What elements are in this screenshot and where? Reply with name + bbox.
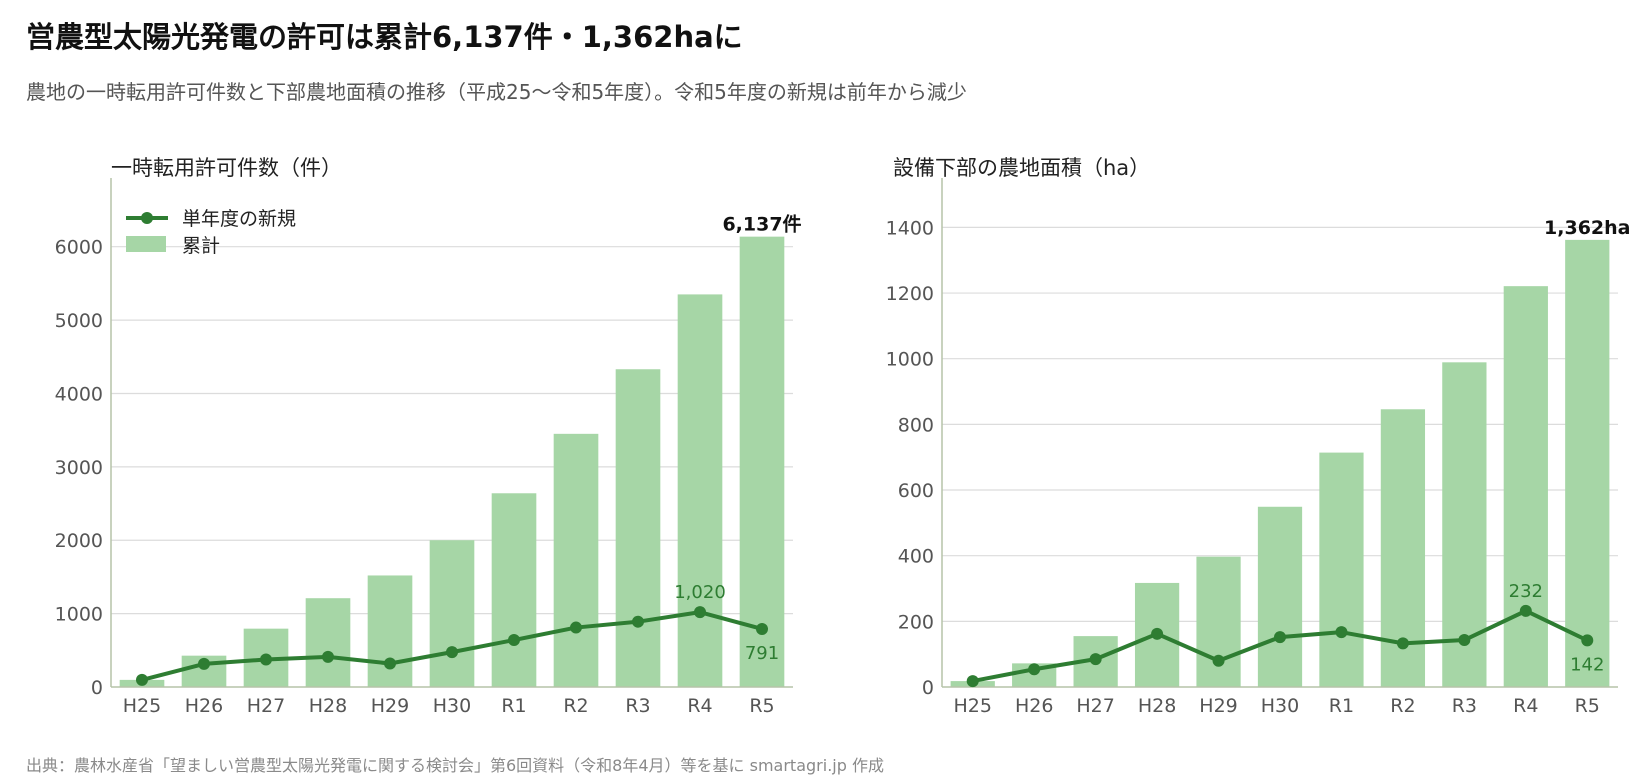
y-tick-label: 1000 bbox=[55, 604, 103, 626]
x-tick-label: H30 bbox=[433, 695, 471, 717]
point-new-per-year bbox=[446, 646, 458, 659]
chart-title-permits: 一時転用許可件数（件） bbox=[111, 156, 342, 180]
annotation-cumulative-total: 6,137件 bbox=[722, 213, 801, 236]
x-tick-label: R5 bbox=[1575, 695, 1600, 717]
x-tick-label: H25 bbox=[123, 695, 161, 717]
point-new-per-year bbox=[322, 650, 334, 663]
x-tick-label: R3 bbox=[625, 695, 650, 717]
y-tick-label: 0 bbox=[922, 677, 934, 699]
bar-cumulative bbox=[677, 294, 723, 687]
y-tick-label: 3000 bbox=[55, 457, 103, 479]
x-tick-label: H27 bbox=[247, 695, 285, 717]
y-tick-label: 2000 bbox=[55, 530, 103, 552]
point-new-per-year bbox=[508, 634, 520, 647]
point-new-per-year bbox=[1028, 663, 1041, 676]
point-new-per-year bbox=[694, 606, 706, 619]
point-new-per-year bbox=[1335, 626, 1348, 639]
point-new-per-year bbox=[1581, 634, 1594, 647]
bar-cumulative bbox=[1196, 556, 1241, 687]
point-new-per-year bbox=[1151, 627, 1164, 640]
x-tick-label: H25 bbox=[953, 695, 991, 717]
legend-label-new: 単年度の新規 bbox=[182, 208, 296, 230]
bar-cumulative bbox=[739, 236, 785, 687]
bar-cumulative bbox=[429, 540, 475, 687]
x-tick-label: H30 bbox=[1261, 695, 1299, 717]
point-new-per-year bbox=[1274, 631, 1286, 644]
legend-bar-swatch bbox=[126, 236, 166, 252]
bar-cumulative bbox=[1257, 506, 1303, 687]
point-new-per-year bbox=[136, 673, 148, 686]
x-tick-label: R2 bbox=[1390, 695, 1415, 717]
point-new-per-year bbox=[1519, 604, 1532, 617]
bar-cumulative bbox=[553, 433, 599, 687]
x-tick-label: H27 bbox=[1076, 695, 1114, 717]
bar-cumulative bbox=[491, 493, 537, 687]
page-title: 営農型太陽光発電の許可は累計6,137件・1,362haに bbox=[26, 20, 743, 54]
annotation-new-value: 1,020 bbox=[674, 582, 726, 603]
y-tick-label: 0 bbox=[91, 677, 103, 699]
x-tick-label: R3 bbox=[1452, 695, 1477, 717]
y-tick-label: 200 bbox=[898, 611, 934, 633]
point-new-per-year bbox=[966, 675, 979, 688]
point-new-per-year bbox=[1458, 634, 1471, 647]
point-new-per-year bbox=[632, 615, 644, 628]
x-tick-label: H29 bbox=[1199, 695, 1237, 717]
point-new-per-year bbox=[1089, 653, 1102, 666]
y-tick-label: 5000 bbox=[55, 310, 103, 332]
x-tick-label: R4 bbox=[687, 695, 712, 717]
y-tick-label: 1200 bbox=[886, 283, 934, 305]
y-tick-label: 600 bbox=[898, 480, 934, 502]
legend-label-cumulative: 累計 bbox=[182, 235, 220, 257]
point-new-per-year bbox=[198, 657, 210, 670]
point-new-per-year bbox=[260, 653, 272, 666]
point-new-per-year bbox=[1396, 637, 1409, 650]
x-tick-label: H28 bbox=[309, 695, 347, 717]
bar-cumulative bbox=[1319, 452, 1364, 687]
annotation-new-value: 142 bbox=[1570, 654, 1604, 675]
bar-cumulative bbox=[1565, 239, 1610, 687]
annotation-cumulative-total: 1,362ha bbox=[1544, 217, 1630, 239]
x-tick-label: R1 bbox=[501, 695, 526, 717]
annotation-new-value: 232 bbox=[1509, 581, 1543, 602]
y-tick-label: 4000 bbox=[55, 383, 103, 405]
point-new-per-year bbox=[756, 622, 768, 635]
point-new-per-year bbox=[570, 621, 582, 634]
x-tick-label: R2 bbox=[563, 695, 588, 717]
y-tick-label: 6000 bbox=[55, 237, 103, 259]
y-tick-label: 1400 bbox=[886, 217, 934, 239]
x-tick-label: R4 bbox=[1513, 695, 1538, 717]
x-tick-label: H29 bbox=[371, 695, 409, 717]
bar-cumulative bbox=[615, 369, 661, 687]
x-tick-label: R1 bbox=[1329, 695, 1354, 717]
annotation-new-value: 791 bbox=[745, 643, 779, 664]
point-new-per-year bbox=[1212, 654, 1225, 667]
x-tick-label: H28 bbox=[1138, 695, 1176, 717]
y-tick-label: 400 bbox=[898, 546, 934, 568]
y-tick-label: 1000 bbox=[886, 349, 934, 371]
legend-line-marker bbox=[141, 212, 153, 224]
source-note: 出典：農林水産省「望ましい営農型太陽光発電に関する検討会」第6回資料（令和8年4… bbox=[26, 756, 884, 775]
x-tick-label: R5 bbox=[749, 695, 774, 717]
chart-title-area: 設備下部の農地面積（ha） bbox=[893, 156, 1151, 180]
bar-cumulative bbox=[1503, 286, 1548, 687]
y-tick-label: 800 bbox=[898, 414, 934, 436]
x-tick-label: H26 bbox=[185, 695, 223, 717]
x-tick-label: H26 bbox=[1015, 695, 1053, 717]
point-new-per-year bbox=[384, 657, 396, 670]
page-subtitle: 農地の一時転用許可件数と下部農地面積の推移（平成25〜令和5年度）。令和5年度の… bbox=[26, 80, 967, 104]
bar-cumulative bbox=[305, 598, 351, 687]
